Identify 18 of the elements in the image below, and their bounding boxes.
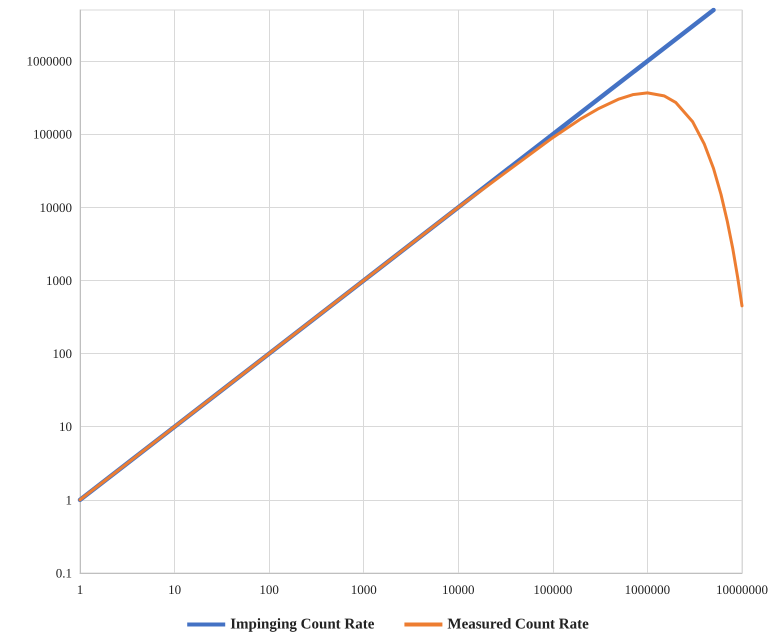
x-tick-label: 10000 [442, 582, 475, 597]
y-tick-label: 1000000 [26, 54, 72, 69]
legend-label: Impinging Count Rate [230, 616, 375, 632]
y-tick-label: 100 [52, 346, 72, 362]
x-tick-label: 10000000 [716, 582, 768, 597]
y-tick-label: 10 [59, 419, 72, 434]
y-tick-label: 1000 [46, 272, 72, 288]
y-tick-label: 1 [66, 492, 72, 508]
x-tick-label: 100000 [533, 582, 572, 597]
x-tick-label: 1000 [350, 582, 377, 597]
x-tick-label: 100 [259, 582, 279, 597]
x-tick-label: 1000000 [624, 582, 670, 597]
y-tick-label: 100000 [33, 126, 72, 142]
x-tick-label: 10 [168, 582, 182, 597]
x-tick-label: 1 [76, 582, 84, 597]
legend-label: Measured Count Rate [447, 616, 590, 632]
y-tick-label: 10000 [40, 200, 72, 215]
y-tick-label: 0.1 [56, 566, 72, 580]
